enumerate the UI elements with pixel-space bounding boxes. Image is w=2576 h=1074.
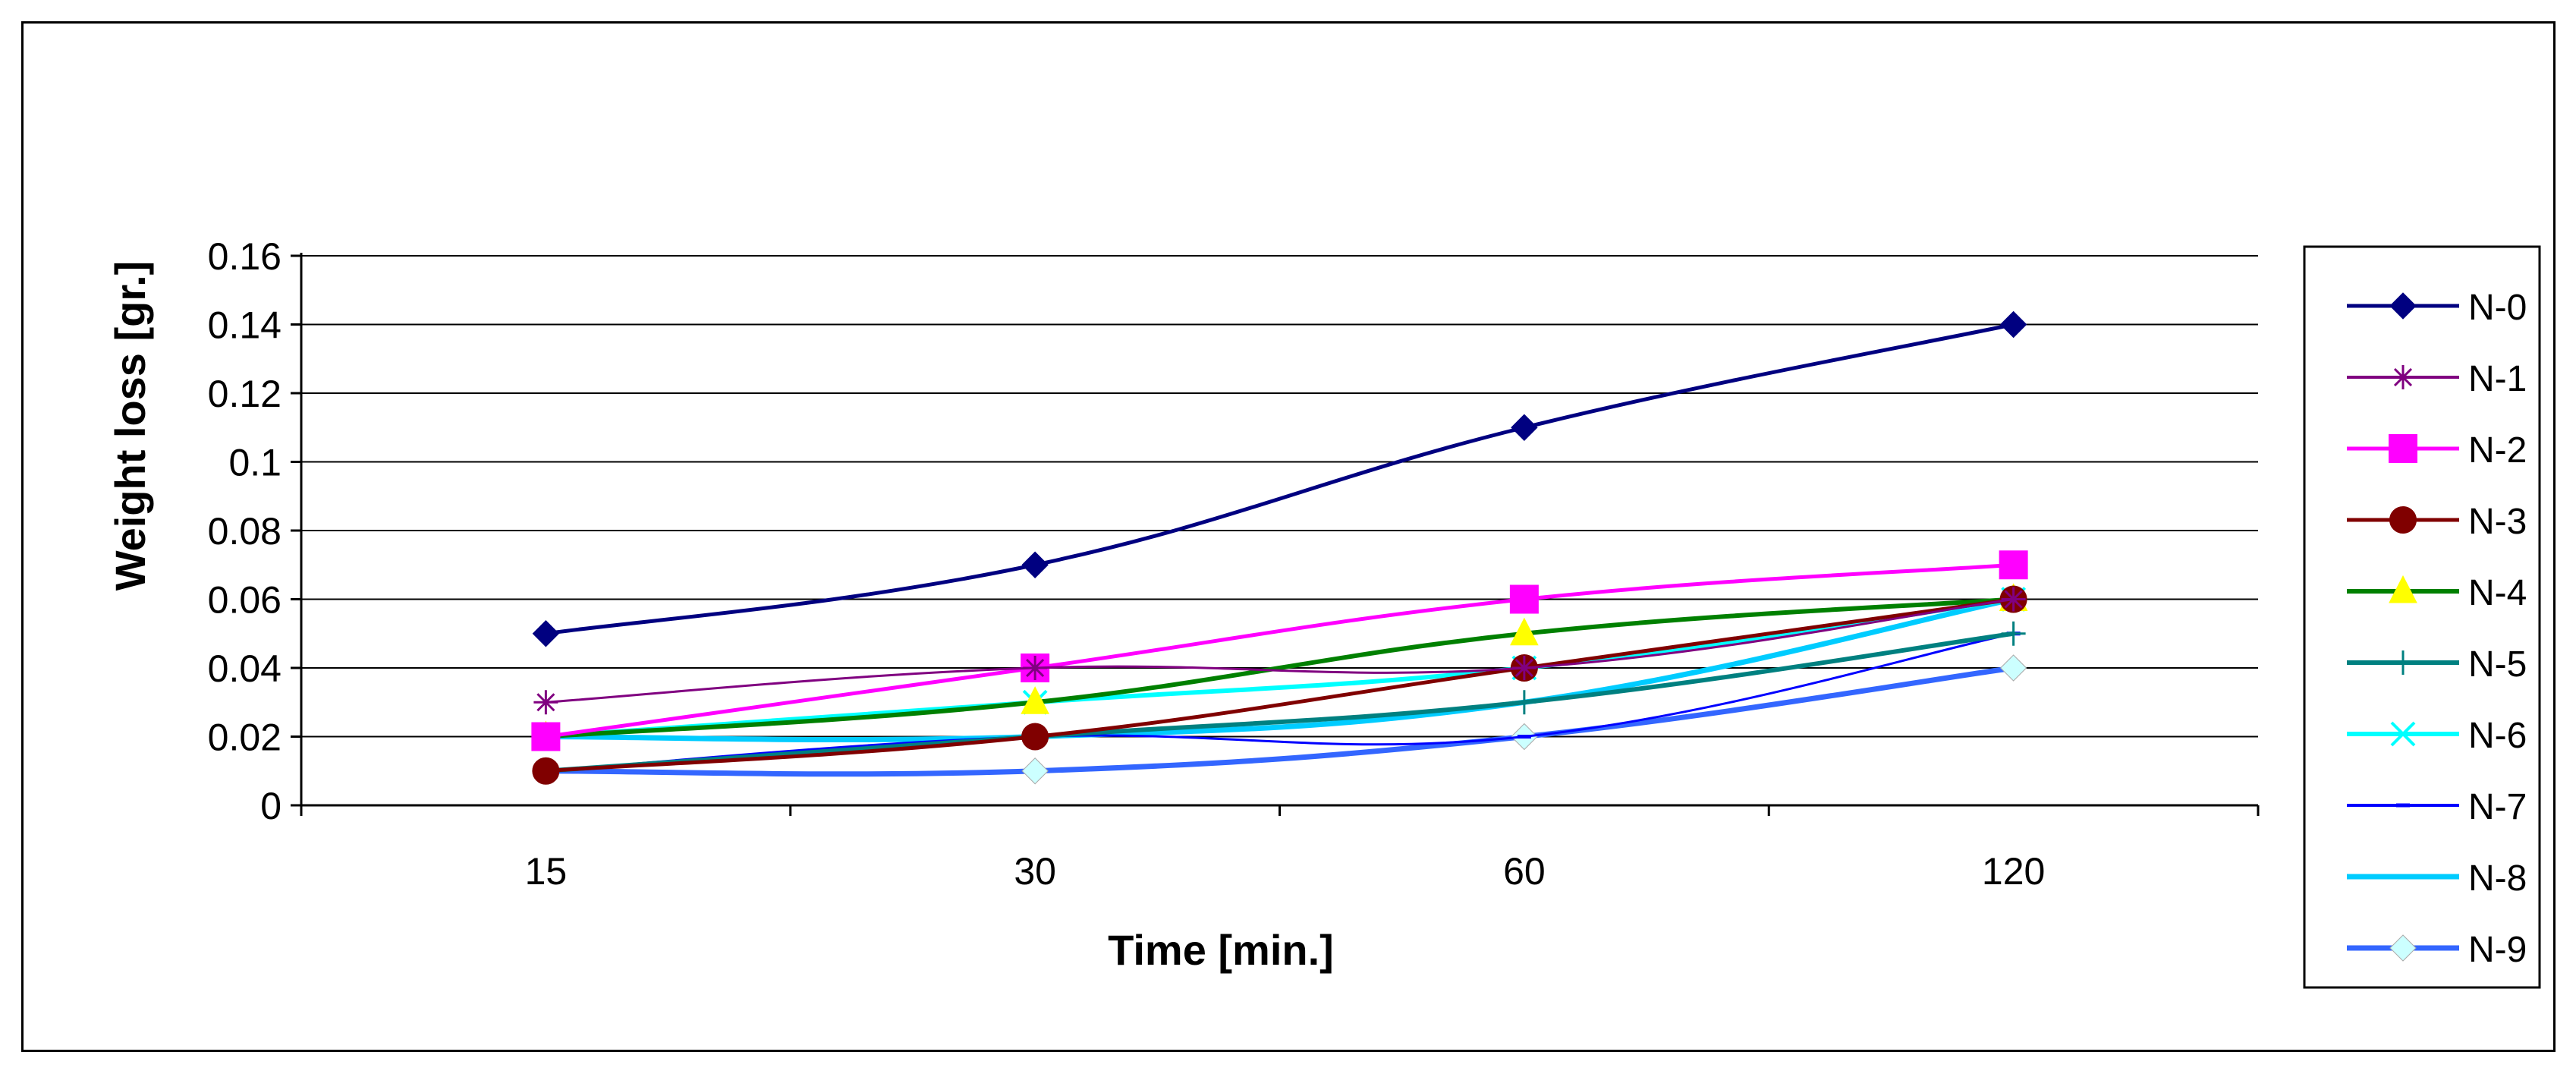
data-point: [1511, 414, 1538, 441]
data-point: [1511, 656, 1536, 680]
y-tick-label: 0.08: [208, 510, 282, 553]
legend-marker: [2390, 721, 2416, 747]
series-n-9: [532, 654, 2027, 785]
legend-label: N-2: [2468, 430, 2527, 471]
legend-item: N-5: [2347, 644, 2527, 685]
legend-label: N-0: [2468, 288, 2527, 328]
legend-label: N-5: [2468, 644, 2527, 685]
data-point: [1021, 551, 1049, 578]
y-axis-title: Weight loss [gr.]: [106, 261, 154, 591]
x-tick-label: 120: [1982, 850, 2045, 893]
legend-item: N-1: [2347, 359, 2527, 399]
series-layer: [531, 310, 2028, 785]
legend: N-0 N-1 N-2 N-3 N-4 N-5 N-6 N-7 N-8 N-9: [2303, 245, 2541, 989]
data-point: [1999, 654, 2027, 682]
data-point: [2001, 587, 2026, 612]
legend-item: N-3: [2347, 502, 2527, 542]
y-tick-label: 0.06: [208, 579, 282, 622]
series-line-n-3: [543, 597, 2016, 773]
legend-label: N-3: [2468, 502, 2527, 542]
x-tick-label: 30: [1014, 850, 1056, 893]
series-n-1: [533, 587, 2026, 715]
legend-box: [2303, 245, 2541, 989]
axes: 0 0.02 0.04 0.06 0.08 0.1 0.12 0.14 0.16 15 30 60 12…: [208, 235, 2260, 893]
data-point: [1021, 723, 1049, 751]
y-tick-label: 0.04: [208, 647, 282, 690]
legend-label: N-9: [2468, 930, 2527, 970]
legend-marker: [2391, 650, 2415, 675]
line-chart: 0 0.02 0.04 0.06 0.08 0.1 0.12 0.14 0.16 15 30 60 12…: [106, 235, 2541, 989]
legend-item: N-2: [2347, 430, 2527, 471]
series-line-n-7: [544, 632, 2015, 773]
data-point: [532, 757, 560, 785]
y-tick-label: 0.16: [208, 235, 282, 278]
data-point: [1511, 690, 1536, 715]
y-tick-label: 0: [260, 785, 282, 827]
chart-area: 0 0.02 0.04 0.06 0.08 0.1 0.12 0.14 0.16 15 30 60 12…: [21, 21, 2556, 1052]
legend-marker: [2389, 575, 2417, 603]
gridlines: [301, 255, 2258, 738]
legend-item: N-8: [2347, 858, 2527, 899]
legend-item: N-9: [2347, 930, 2527, 970]
legend-item: N-6: [2347, 716, 2527, 756]
data-point: [1023, 656, 1048, 680]
legend-label: N-8: [2468, 858, 2527, 899]
y-tick-label: 0.12: [208, 373, 282, 415]
legend-label: N-7: [2468, 787, 2527, 827]
x-axis-title: Time [min.]: [1108, 926, 1334, 974]
data-point: [533, 690, 558, 715]
data-point: [1021, 686, 1049, 714]
series-n-8: [543, 597, 2017, 743]
legend-marker: [2389, 934, 2417, 962]
data-point: [1999, 550, 2028, 580]
marker-stroke: [2390, 721, 2416, 747]
legend-marker: [2389, 292, 2417, 320]
series-line-n-6: [543, 597, 2016, 739]
series-line-n-4: [543, 597, 2016, 739]
series-n-0: [532, 310, 2027, 647]
data-point: [532, 620, 560, 647]
data-point: [1021, 757, 1049, 785]
legend-marker: [2389, 506, 2417, 534]
data-point: [531, 722, 561, 751]
x-tick-label: 15: [525, 850, 568, 893]
series-line-n-9: [543, 665, 2017, 777]
series-line-n-1: [544, 598, 2015, 704]
series-line-n-2: [543, 562, 2016, 739]
legend-label: N-4: [2468, 573, 2527, 613]
y-tick-label: 0.14: [208, 304, 282, 347]
x-tick-label: 60: [1503, 850, 1546, 893]
legend-label: N-1: [2468, 359, 2527, 399]
data-point: [1510, 617, 1539, 646]
data-point: [2001, 621, 2026, 646]
series-line-n-5: [543, 631, 2016, 773]
legend-label: N-6: [2468, 716, 2527, 756]
data-point: [1999, 310, 2027, 339]
data-point: [1509, 584, 1539, 614]
y-tick-label: 0.1: [228, 442, 282, 484]
legend-marker: [2389, 434, 2417, 463]
series-line-n-0: [543, 323, 2016, 636]
legend-marker: [2391, 365, 2415, 389]
series-line-n-8: [543, 597, 2017, 743]
legend-item: N-4: [2347, 573, 2527, 613]
legend-item: N-0: [2347, 288, 2527, 328]
y-tick-label: 0.02: [208, 717, 282, 759]
legend-item: N-7: [2347, 787, 2527, 827]
